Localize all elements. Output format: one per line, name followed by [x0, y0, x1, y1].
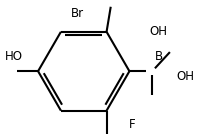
Text: HO: HO [5, 50, 23, 63]
Text: OH: OH [176, 70, 194, 83]
Text: Br: Br [71, 8, 84, 20]
Text: F: F [128, 118, 135, 131]
Text: OH: OH [149, 25, 167, 38]
Text: B: B [154, 50, 163, 63]
